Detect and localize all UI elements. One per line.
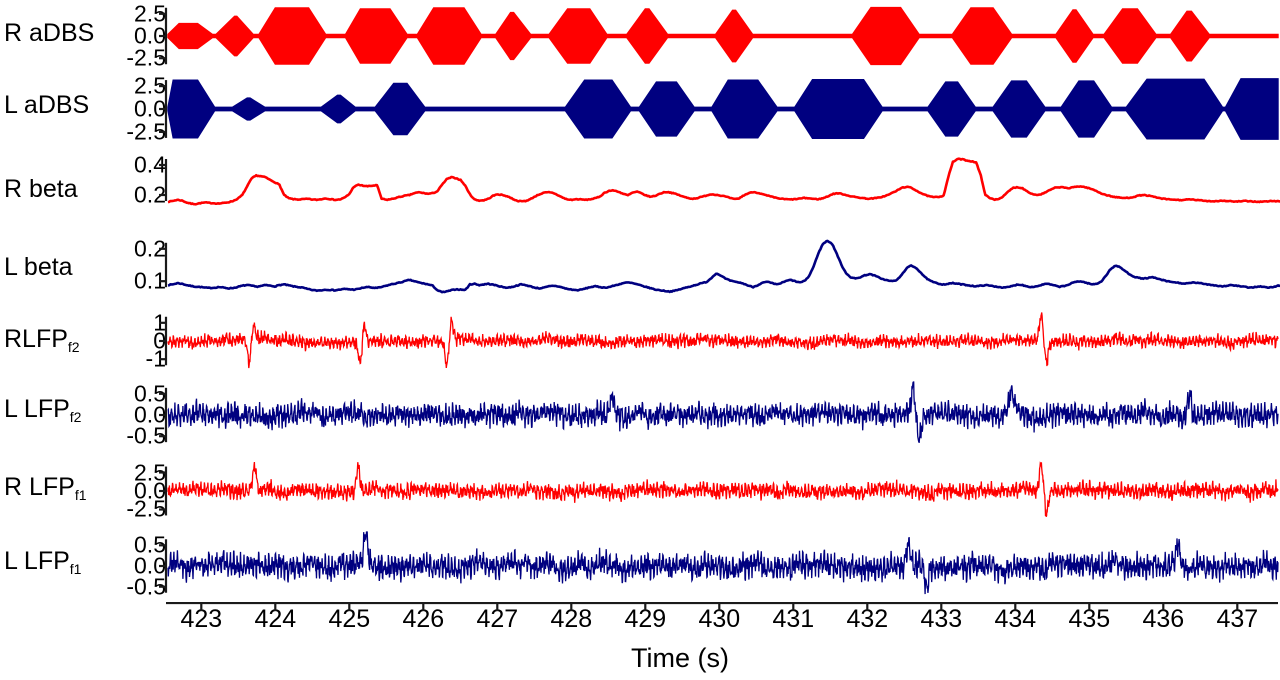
- trace-plot-l-lfp-f1: [159, 531, 1279, 595]
- trace-path: [167, 381, 1279, 444]
- channel-label-r-adbs: R aDBS: [4, 20, 128, 46]
- y-tick-label: 0.2: [134, 235, 166, 262]
- y-axis-tick-labels: 2.5 0.0 -2.5: [0, 458, 166, 524]
- channel-label-text: L LFP: [4, 547, 70, 575]
- y-tick-label: 0.0: [134, 95, 166, 122]
- x-axis-title: Time (s): [0, 643, 1280, 673]
- trace-plot-r-lfp-f1: [159, 461, 1279, 518]
- trace-plot-l-adbs: [159, 78, 1279, 140]
- y-tick-label: 2.5: [134, 0, 166, 27]
- trace-plot-l-lfp-f2: [159, 381, 1279, 444]
- y-tick-label: 0.2: [134, 181, 166, 208]
- y-axis-tick-labels: 2.5 0.0 -2.5: [0, 2, 166, 70]
- channel-label-subscript: f2: [67, 339, 80, 355]
- channel-label-subscript: f1: [69, 561, 82, 577]
- y-axis-tick-labels: 0.4 0.2: [0, 150, 166, 222]
- trace-row-l-beta: L beta 0.2 0.1: [0, 228, 1280, 302]
- channel-label-text: R LFP: [4, 473, 75, 501]
- y-tick-label: 0.0: [134, 401, 166, 428]
- y-axis-tick-labels: 2.5 0.0 -2.5: [0, 74, 166, 144]
- trace-plot-l-beta: [159, 239, 1280, 294]
- y-tick-label: -1: [145, 345, 166, 372]
- y-axis-tick-labels: 0.5 0.0 -0.5: [0, 380, 166, 450]
- trace-path: [167, 239, 1280, 294]
- y-axis-tick-labels: 0.2 0.1: [0, 228, 166, 302]
- channel-label-r-beta: R beta: [4, 176, 128, 202]
- x-axis-title-text: Time (s): [631, 643, 729, 673]
- trace-path: [167, 78, 1279, 140]
- channel-label-subscript: f1: [74, 487, 87, 503]
- channel-label-text: R beta: [4, 175, 78, 203]
- channel-label-l-beta: L beta: [4, 254, 128, 280]
- trace-path: [167, 157, 1280, 206]
- y-tick-label: 0.5: [134, 380, 166, 407]
- trace-path: [167, 6, 1279, 66]
- trace-row-r-adbs: R aDBS 2.5 0.0 -2.5: [0, 2, 1280, 70]
- channel-label-text: RLFP: [4, 325, 68, 353]
- y-tick-label: 0.4: [134, 151, 166, 178]
- y-tick-label: 0.1: [134, 267, 166, 294]
- y-tick-label: 0.5: [134, 531, 166, 558]
- channel-label-text: L beta: [4, 253, 73, 281]
- x-axis-svg: [166, 602, 1278, 611]
- trace-row-l-adbs: L aDBS 2.5 0.0 -2.5: [0, 74, 1280, 144]
- trace-row-r-lfp-f1: R LFPf1 2.5 0.0 -2.5: [0, 458, 1280, 524]
- y-tick-label: 2.5: [134, 459, 166, 486]
- y-tick-label: 2.5: [134, 72, 166, 99]
- channel-label-text: L LFP: [4, 395, 70, 423]
- trace-path: [167, 531, 1279, 595]
- channel-label-l-lfp-f2: L LFPf2: [4, 396, 128, 425]
- channel-label-text: L aDBS: [4, 91, 90, 119]
- trace-plot-r-adbs: [159, 6, 1279, 66]
- channel-label-text: R aDBS: [4, 19, 95, 47]
- channel-label-rlfp-f2: RLFPf2: [4, 326, 128, 355]
- y-tick-label: 0.0: [134, 477, 166, 504]
- y-tick-label: 0.0: [134, 22, 166, 49]
- trace-row-l-lfp-f2: L LFPf2 0.5 0.0 -0.5: [0, 380, 1280, 450]
- y-tick-label: 0.0: [134, 552, 166, 579]
- trace-row-r-beta: R beta 0.4 0.2: [0, 150, 1280, 222]
- channel-label-l-adbs: L aDBS: [4, 92, 128, 118]
- trace-plot-rlfp-f2: [159, 312, 1279, 369]
- trace-plot-r-beta: [159, 157, 1280, 206]
- y-axis-tick-labels: 0.5 0.0 -0.5: [0, 530, 166, 602]
- y-tick-label: -0.5: [126, 422, 166, 449]
- trace-row-rlfp-f2: RLFPf210-1: [0, 308, 1280, 374]
- trace-path: [167, 461, 1279, 518]
- y-tick-label: -2.5: [126, 44, 166, 71]
- trace-row-l-lfp-f1: L LFPf1 0.5 0.0 -0.5: [0, 530, 1280, 602]
- channel-label-r-lfp-f1: R LFPf1: [4, 474, 128, 503]
- channel-label-subscript: f2: [69, 409, 82, 425]
- y-tick-label: -2.5: [126, 495, 166, 522]
- y-tick-label: -0.5: [126, 573, 166, 600]
- trace-path: [167, 312, 1279, 369]
- y-tick-label: -2.5: [126, 118, 166, 145]
- channel-label-l-lfp-f1: L LFPf1: [4, 548, 128, 577]
